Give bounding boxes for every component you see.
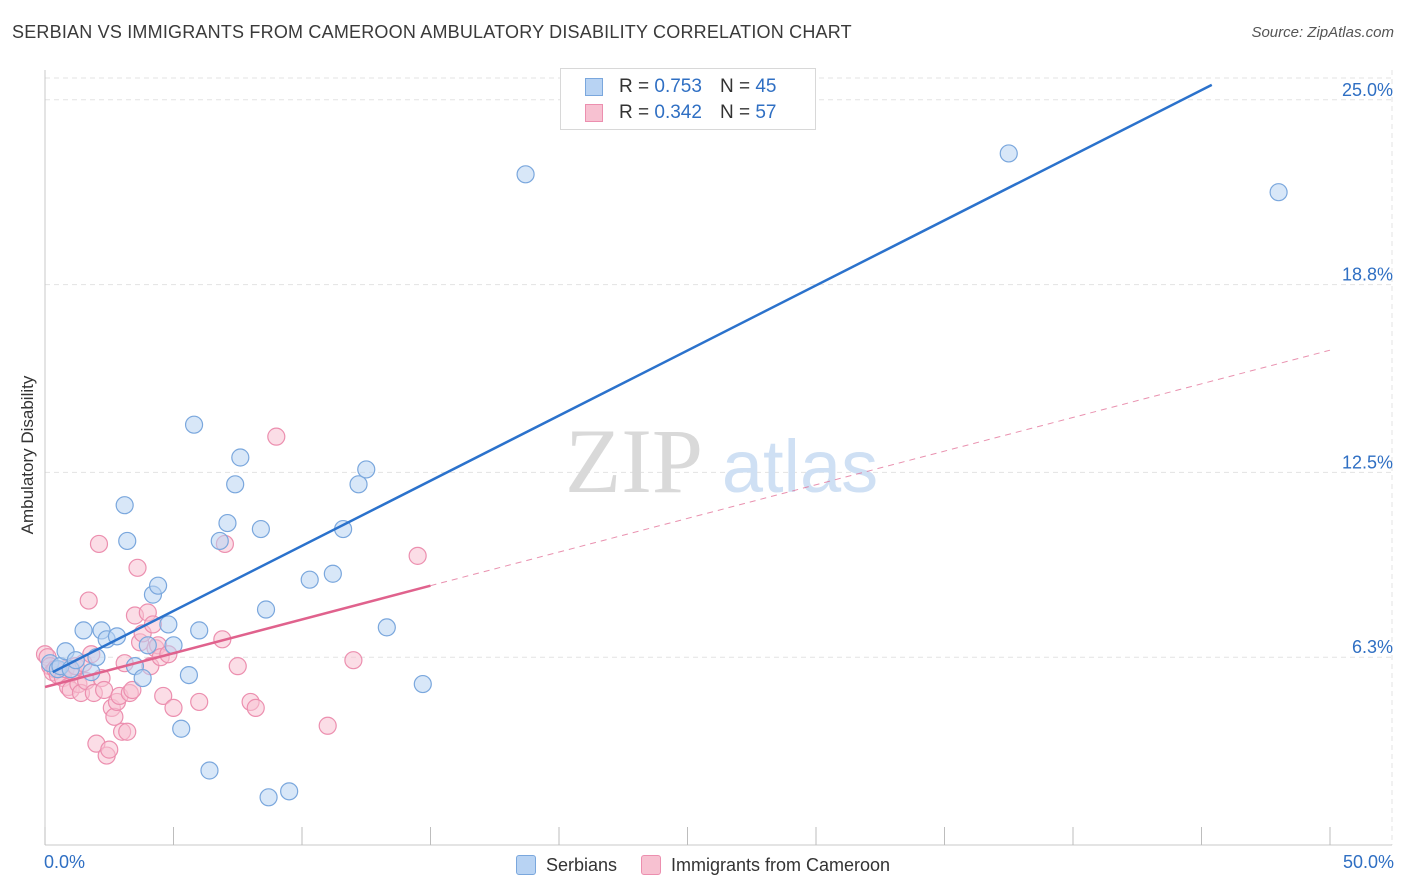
serbian-point [1269,183,1288,202]
serbian-point [184,415,204,434]
serbian-point [172,719,191,738]
legend-row-serbians: R = 0.753 N = 45 [585,74,776,100]
serbian-point [349,475,368,494]
legend-item-serbians: Serbians [515,854,617,876]
legend-item-cameroon: Immigrants from Cameroon [640,854,891,876]
cameroon-point [318,716,337,735]
cameroon-point [164,698,183,717]
serbian-point [251,519,270,539]
grid-lines [45,70,1393,845]
cameroon-point [100,740,119,759]
correlation-legend: R = 0.753 N = 45 R = 0.342 N = 57 [560,68,816,130]
y-tick-label: 25.0% [1342,80,1393,100]
y-tick-label: 12.5% [1342,452,1393,472]
axes [44,70,1392,846]
legend-row-cameroon: R = 0.342 N = 57 [585,100,776,126]
serbian-point [256,600,276,619]
serbian-point [323,564,342,583]
source-label: Source: ZipAtlas.com [1251,24,1394,41]
cameroon-point [105,707,124,726]
y-axis-label: Ambulatory Disability [18,375,37,535]
n-value: 57 [755,102,777,123]
serbian-point [516,165,535,184]
cameroon-point [267,427,286,446]
serbian-point [148,576,168,595]
series-legend: Serbians Immigrants from Cameroon [0,852,1406,878]
serbian-point [159,615,178,634]
cameroon-point [79,591,98,610]
y-tick-label: 6.3% [1352,637,1393,657]
y-tick-label: 18.8% [1342,265,1393,285]
serbians-legend-swatch [515,855,536,875]
cameroon-point [123,680,142,700]
serbian-point [210,531,229,551]
n-value: 45 [755,76,777,97]
trend-lines [44,83,1331,689]
cameroon-swatch [585,104,603,122]
cameroon-point [128,558,147,577]
cameroon-legend-swatch [640,855,661,875]
series-serbians-points [41,102,1288,807]
watermark-atlas: atlas [722,425,878,508]
serbian-point [133,668,152,688]
serbian-point [300,570,319,589]
legend-cameroon-label: Immigrants from Cameroon [670,854,891,875]
serbian-point [179,665,199,685]
cameroon-point [154,686,173,706]
legend-serbians-label: Serbians [545,854,617,875]
serbian-point [115,496,134,515]
x-tick-label-max: 50.0% [1342,852,1394,872]
cameroon-trend-extension [430,349,1331,587]
serbian-point [231,448,250,467]
n-label: N = [719,102,751,123]
serbian-point [413,674,432,694]
cameroon-point [95,680,114,700]
serbian-point [200,761,219,780]
serbian-point [74,621,93,640]
serbian-point [138,636,157,655]
r-value: 0.753 [654,76,702,97]
serbian-point [218,513,237,533]
serbian-point [999,144,1018,163]
watermark: ZIP atlas [565,410,878,512]
serbian-point [357,460,376,479]
r-label: R = [619,76,650,97]
chart-title: SERBIAN VS IMMIGRANTS FROM CAMEROON AMBU… [12,22,852,42]
cameroon-trend-line [44,584,431,689]
cameroon-point [190,692,209,712]
r-label: R = [619,102,650,123]
serbian-point [226,475,245,494]
serbian-point [280,782,299,801]
cameroon-point [228,657,247,676]
cameroon-point [344,651,363,670]
serbians-trend-line [52,83,1213,674]
r-value: 0.342 [654,102,702,123]
serbian-point [377,618,396,637]
serbians-swatch [585,78,603,96]
serbian-point [259,788,278,807]
cameroon-point [89,534,109,554]
cameroon-point [118,722,137,741]
x-tick-label-min: 0.0% [44,852,86,872]
watermark-zip: ZIP [565,410,703,512]
cameroon-point [246,698,265,717]
serbian-point [190,621,209,640]
serbian-point [118,531,137,551]
y-tick-labels: 6.3% 12.5% 18.8% 25.0% [1342,80,1393,657]
cameroon-point [408,546,427,565]
n-label: N = [719,76,751,97]
